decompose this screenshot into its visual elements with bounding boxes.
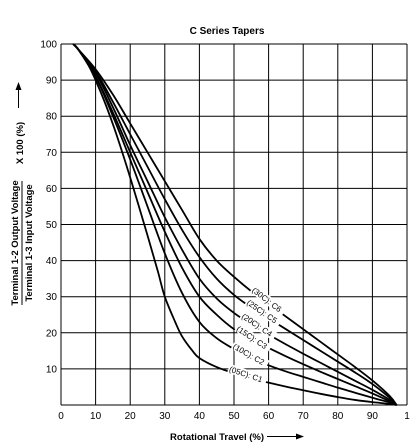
y-tick-label: 100 (40, 40, 57, 51)
y-axis-arrow (15, 82, 22, 108)
y-tick-labels: 10 20 30 40 50 60 70 80 90 100 (40, 40, 57, 376)
x-tick-label: 30 (159, 411, 171, 422)
y-tick-label: 30 (46, 292, 58, 303)
curves (72, 43, 398, 406)
curve-series (72, 43, 398, 406)
x-axis-arrow (267, 433, 304, 440)
curve-series (72, 43, 398, 406)
y-tick-label: 10 (46, 364, 58, 375)
curve-label-bg (244, 297, 283, 328)
y-tick-label: 50 (46, 220, 58, 231)
y-tick-label: 80 (46, 112, 58, 123)
x-tick-label: 0 (58, 411, 64, 422)
y-axis-label: Terminal 1-2 Output Voltage Terminal 1-3… (10, 180, 35, 305)
x-tick-label: 70 (298, 411, 310, 422)
y-tick-label: 40 (46, 256, 58, 267)
x-tick-label: 10 (90, 411, 102, 422)
x-axis-label: Rotational Travel (%) (170, 432, 264, 443)
y-tick-label: 20 (46, 328, 58, 339)
chart-title: C Series Tapers (190, 26, 265, 37)
y-tick-label: 60 (46, 184, 58, 195)
curve-label-group: (05C): C1 (227, 363, 268, 386)
x-tick-label: 40 (194, 411, 206, 422)
x-tick-label: 1 (404, 411, 410, 422)
curve-series (72, 43, 398, 406)
curve-label-bg (234, 323, 273, 353)
curve-label-bg (230, 341, 270, 369)
y-label-numerator: Terminal 1-2 Output Voltage (10, 180, 21, 305)
y-label-denominator: Terminal 1-3 Input Voltage (24, 184, 35, 301)
y-tick-label: 90 (46, 76, 58, 87)
curve-label-bg (227, 363, 268, 386)
x-tick-label: 90 (367, 411, 379, 422)
x-tick-label: 50 (228, 411, 240, 422)
curve-label-bg (249, 284, 287, 317)
curve-label-bg (239, 310, 278, 341)
curve-series (72, 43, 398, 406)
curve-series (72, 43, 397, 406)
y-label-suffix: X 100 (%) (15, 122, 26, 164)
curve-labels: (05C): C1(10C): C2(15C): C3(20C): C4(25C… (227, 284, 287, 386)
y-tick-label: 70 (46, 148, 58, 159)
x-tick-label: 80 (332, 411, 344, 422)
x-tick-label: 60 (263, 411, 275, 422)
x-tick-labels: 0 10 20 30 40 50 60 70 80 90 1 (58, 411, 410, 422)
curve-label: (05C): C1 (228, 365, 264, 385)
x-tick-label: 20 (125, 411, 137, 422)
